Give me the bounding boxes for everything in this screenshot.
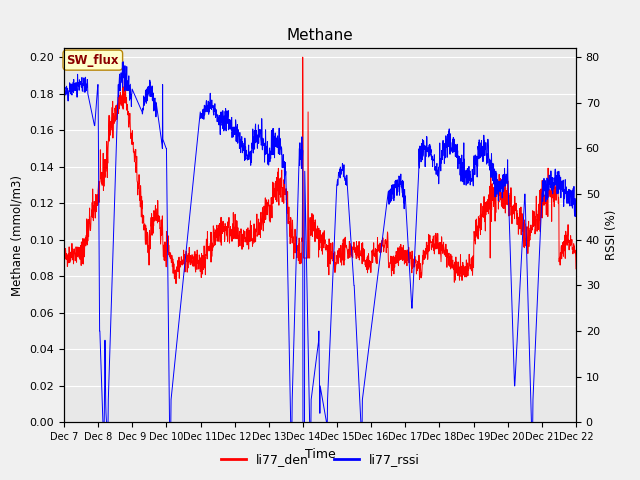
X-axis label: Time: Time — [305, 448, 335, 461]
Y-axis label: RSSI (%): RSSI (%) — [605, 210, 618, 260]
Legend: li77_den, li77_rssi: li77_den, li77_rssi — [216, 448, 424, 471]
Y-axis label: Methane (mmol/m3): Methane (mmol/m3) — [11, 175, 24, 296]
Title: Methane: Methane — [287, 28, 353, 43]
Text: SW_flux: SW_flux — [67, 54, 119, 67]
